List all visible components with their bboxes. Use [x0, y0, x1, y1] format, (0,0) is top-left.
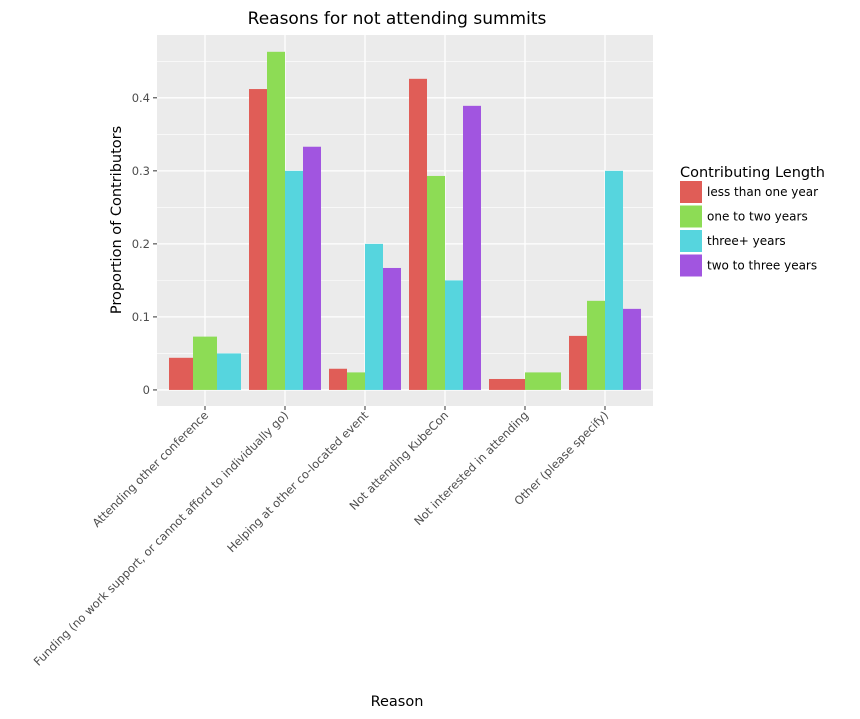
bars	[169, 51, 641, 390]
bar	[193, 336, 217, 390]
bar	[249, 89, 267, 390]
bar	[329, 368, 347, 390]
bar	[623, 308, 641, 390]
bar	[383, 267, 401, 390]
y-tick-label: 0.2	[132, 237, 150, 251]
y-tick-label: 0.3	[132, 164, 150, 178]
bar	[489, 378, 525, 390]
bar	[217, 353, 241, 390]
bar	[347, 372, 365, 390]
bar	[365, 243, 383, 390]
bar	[409, 78, 427, 390]
x-tick-label: Helping at other co-located event	[224, 408, 371, 555]
y-tick-label: 0.4	[132, 91, 150, 105]
bar	[169, 357, 193, 390]
bar	[463, 105, 481, 390]
bar	[525, 372, 561, 390]
legend-swatch	[680, 181, 702, 203]
legend-label: one to two years	[707, 210, 808, 224]
legend-swatch	[680, 254, 702, 277]
chart-title: Reasons for not attending summits	[248, 9, 547, 29]
bar	[605, 170, 623, 390]
legend: Contributing Length less than one year on…	[680, 165, 825, 277]
y-tick-label: 0	[143, 383, 150, 397]
x-axis-title: Reason	[371, 694, 424, 710]
legend-label: two to three years	[707, 259, 817, 273]
bar	[285, 170, 303, 390]
bar	[267, 51, 285, 390]
bar	[587, 300, 605, 390]
legend-label: three+ years	[707, 234, 786, 248]
y-tick-label: 0.1	[132, 310, 150, 324]
legend-label: less than one year	[707, 185, 818, 199]
bar	[427, 175, 445, 390]
legend-title: Contributing Length	[680, 165, 825, 181]
x-tick-label: Other (please specify)	[511, 408, 611, 508]
y-axis: 0 0.1 0.2 0.3 0.4	[132, 91, 157, 397]
bar	[303, 146, 321, 390]
legend-swatch	[680, 205, 702, 228]
legend-swatch	[680, 230, 702, 252]
y-axis-title: Proportion of Contributors	[109, 126, 125, 314]
bar	[445, 280, 463, 390]
bar	[569, 335, 587, 390]
